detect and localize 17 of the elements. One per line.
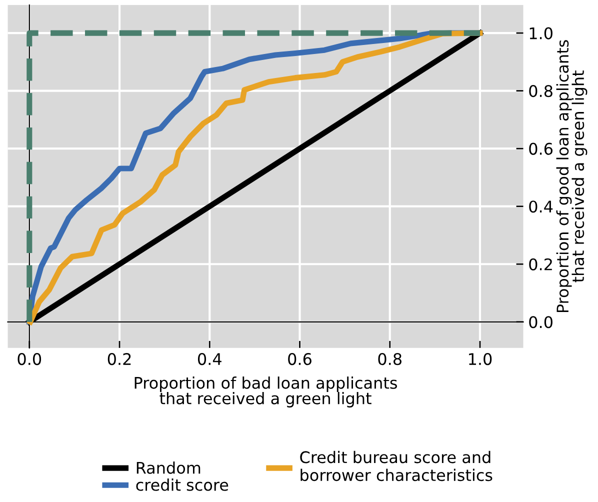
x-tick-label: 0.0 [18,353,42,366]
x-tick-label: 0.8 [378,353,402,366]
y-axis-title: Proportion of good loan applicants that received a green light [556,40,588,312]
y-tick-label: 0.0 [529,316,552,328]
y-tick-label: 0.2 [529,258,552,270]
y-tick-label: 0.4 [529,200,553,213]
y-tick-label: 0.8 [529,85,552,98]
legend-label: credit score [136,478,228,491]
legend-label: Random [136,462,200,474]
x-tick-label: 0.4 [198,353,222,366]
y-tick-label: 0.6 [529,142,553,155]
x-tick-label: 1.0 [469,353,492,366]
y-tick-label: 1.0 [530,27,552,40]
x-tick-label: 0.6 [288,353,312,366]
x-tick-label: 0.2 [108,353,131,366]
legend-label: Credit bureau score and borrower characteristics [300,450,492,482]
x-axis-title: Proportion of bad loan applicants that received a green light [134,376,397,408]
